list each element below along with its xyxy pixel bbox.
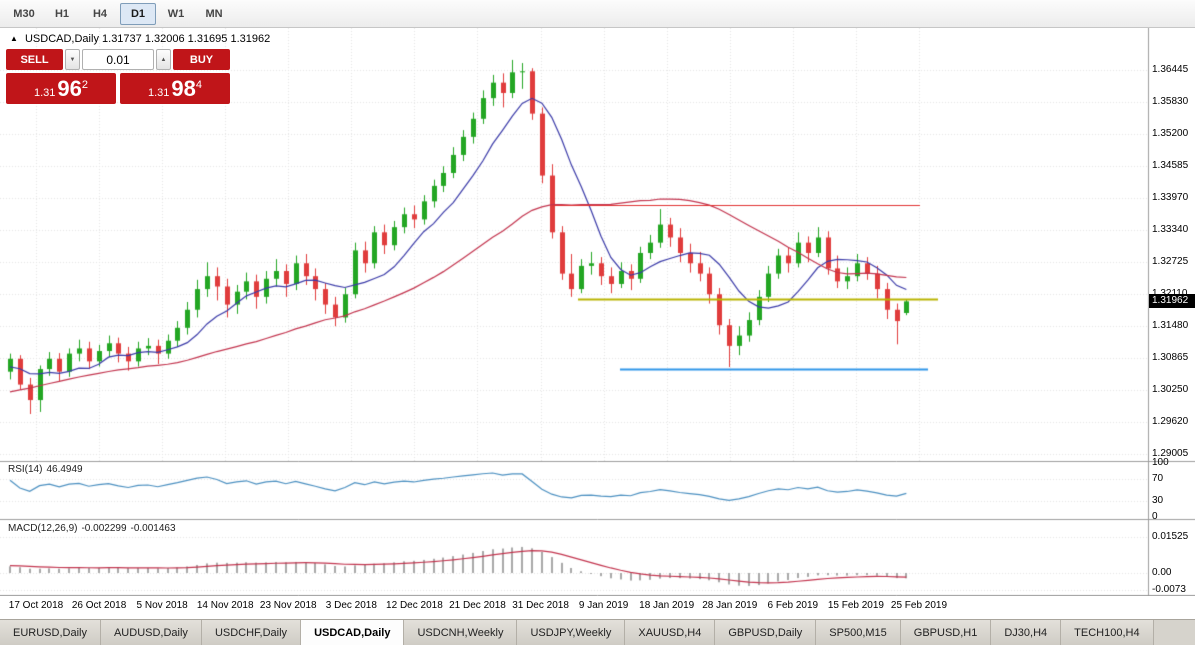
- date-axis-label: 17 Oct 2018: [8, 600, 64, 611]
- chart-tab-usdjpy-weekly[interactable]: USDJPY,Weekly: [517, 620, 626, 645]
- timeframe-button-w1[interactable]: W1: [167, 7, 185, 20]
- chart-tab-usdcad-daily[interactable]: USDCAD,Daily: [301, 620, 405, 645]
- rsi-value: 46.4949: [46, 464, 83, 475]
- date-axis-label: 25 Feb 2019: [890, 600, 948, 611]
- price-axis-tick: 1.33970: [1152, 191, 1189, 203]
- date-axis-label: 12 Dec 2018: [386, 600, 443, 611]
- chart-tab-gbpusd-h1[interactable]: GBPUSD,H1: [900, 620, 992, 645]
- bid-price-big: 96: [57, 76, 82, 101]
- timeframe-button-mn[interactable]: MN: [205, 7, 223, 20]
- date-axis[interactable]: 17 Oct 2018 26 Oct 2018 5 Nov 2018 14 Nov 2…: [0, 596, 1148, 618]
- price-axis-tick: 1.29620: [1152, 416, 1189, 428]
- price-axis-tick: 1.31480: [1152, 320, 1189, 332]
- date-axis-label: 28 Jan 2019: [702, 600, 758, 611]
- chart-tab-tech100-h4[interactable]: TECH100,H4: [1061, 620, 1154, 645]
- price-chart-canvas[interactable]: [0, 28, 1195, 596]
- one-click-trading-panel: SELL ▼ ▲ BUY 1.31 96 2 1.31 98 4: [6, 49, 230, 104]
- macd-caption: MACD(12,26,9) -0.002299 -0.001463: [8, 523, 180, 534]
- ask-price-display[interactable]: 1.31 98 4: [120, 73, 230, 104]
- chart-tab-sp500-m15[interactable]: SP500,M15: [816, 620, 901, 645]
- macd-label: MACD(12,26,9): [8, 523, 78, 534]
- rsi-label: RSI(14): [8, 464, 43, 475]
- chart-tab-usdcnh-weekly[interactable]: USDCNH,Weekly: [404, 620, 518, 645]
- date-axis-label: 15 Feb 2019: [827, 600, 884, 611]
- date-axis-label: 31 Dec 2018: [512, 600, 569, 611]
- macd-axis-tick: 0.01525: [1152, 531, 1189, 542]
- date-axis-label: 6 Feb 2019: [767, 600, 819, 611]
- price-axis-tick: 1.30250: [1152, 383, 1189, 395]
- price-axis[interactable]: 1.31962 1.36445 1.35830 1.35200 1.34585 1.33…: [1149, 28, 1195, 596]
- chart-tabbar: EURUSD,Daily AUDUSD,Daily USDCHF,Daily USDC…: [0, 619, 1195, 645]
- chart-tab-dj30-h4[interactable]: DJ30,H4: [991, 620, 1062, 645]
- ask-price-small: 1.31: [147, 87, 170, 99]
- ask-price-sup: 4: [195, 79, 203, 91]
- sell-button[interactable]: SELL: [6, 49, 63, 70]
- chart-tab-audusd-daily[interactable]: AUDUSD,Daily: [100, 620, 202, 645]
- price-axis-tick: 1.35830: [1152, 95, 1189, 107]
- chart-title: ▲ USDCAD,Daily 1.31737 1.32006 1.31695 1…: [10, 33, 270, 45]
- macd-signal-value: -0.001463: [130, 523, 176, 534]
- price-axis-tick: 1.30865: [1152, 352, 1189, 363]
- rsi-axis-tick: 100: [1152, 457, 1169, 468]
- macd-value: -0.002299: [81, 523, 127, 534]
- timeframe-button-h4[interactable]: H4: [92, 7, 108, 20]
- macd-axis-tick: 0.00: [1152, 567, 1172, 578]
- bid-price-display[interactable]: 1.31 96 2: [6, 73, 116, 104]
- date-axis-label: 5 Nov 2018: [136, 600, 188, 611]
- macd-axis-tick: -0.0073: [1152, 584, 1186, 596]
- date-axis-label: 21 Dec 2018: [449, 600, 506, 611]
- timeframe-button-d1[interactable]: D1: [120, 2, 156, 25]
- bid-price-small: 1.31: [33, 87, 56, 99]
- date-axis-label: 18 Jan 2019: [639, 600, 695, 611]
- current-price-tag: 1.31962: [1149, 294, 1195, 309]
- one-click-panel-toggle-icon[interactable]: ▲: [10, 34, 18, 43]
- chart-tab-gbpusd-daily[interactable]: GBPUSD,Daily: [715, 620, 817, 645]
- rsi-axis-tick: 70: [1152, 473, 1164, 485]
- price-axis-tick: 1.29005: [1152, 448, 1189, 459]
- date-axis-label: 3 Dec 2018: [325, 600, 377, 611]
- price-axis-tick: 1.32110: [1152, 287, 1188, 299]
- price-axis-tick: 1.32725: [1152, 256, 1189, 267]
- ask-price-big: 98: [171, 76, 196, 101]
- date-axis-label: 14 Nov 2018: [196, 600, 254, 611]
- rsi-axis-tick: 0: [1152, 511, 1158, 522]
- bid-price-sup: 2: [81, 79, 89, 91]
- price-axis-tick: 1.33340: [1152, 224, 1189, 236]
- price-axis-tick: 1.36445: [1152, 64, 1189, 75]
- timeframe-toolbar: M30 H1 H4 D1 W1 MN: [0, 0, 1195, 28]
- price-axis-tick: 1.35200: [1152, 128, 1189, 140]
- chart-ohlc-values: 1.31737 1.32006 1.31695 1.31962: [102, 33, 271, 45]
- date-axis-label: 26 Oct 2018: [71, 600, 127, 611]
- lot-size-input[interactable]: [82, 49, 154, 70]
- lot-increase-button[interactable]: ▲: [156, 49, 171, 70]
- chart-tab-eurusd-daily[interactable]: EURUSD,Daily: [0, 620, 101, 645]
- buy-button[interactable]: BUY: [173, 49, 230, 70]
- date-axis-label: 9 Jan 2019: [578, 600, 629, 611]
- rsi-caption: RSI(14) 46.4949: [8, 464, 87, 475]
- chart-tab-usdchf-daily[interactable]: USDCHF,Daily: [201, 620, 302, 645]
- price-axis-tick: 1.34585: [1152, 160, 1189, 171]
- timeframe-button-m30[interactable]: M30: [13, 7, 35, 20]
- chart-symbol-label: USDCAD,Daily: [24, 33, 99, 45]
- date-axis-label: 23 Nov 2018: [259, 600, 317, 611]
- rsi-axis-tick: 30: [1152, 494, 1164, 506]
- timeframe-button-h1[interactable]: H1: [54, 7, 70, 20]
- lot-decrease-button[interactable]: ▼: [65, 49, 80, 70]
- chart-tab-xauusd-h4[interactable]: XAUUSD,H4: [625, 620, 716, 645]
